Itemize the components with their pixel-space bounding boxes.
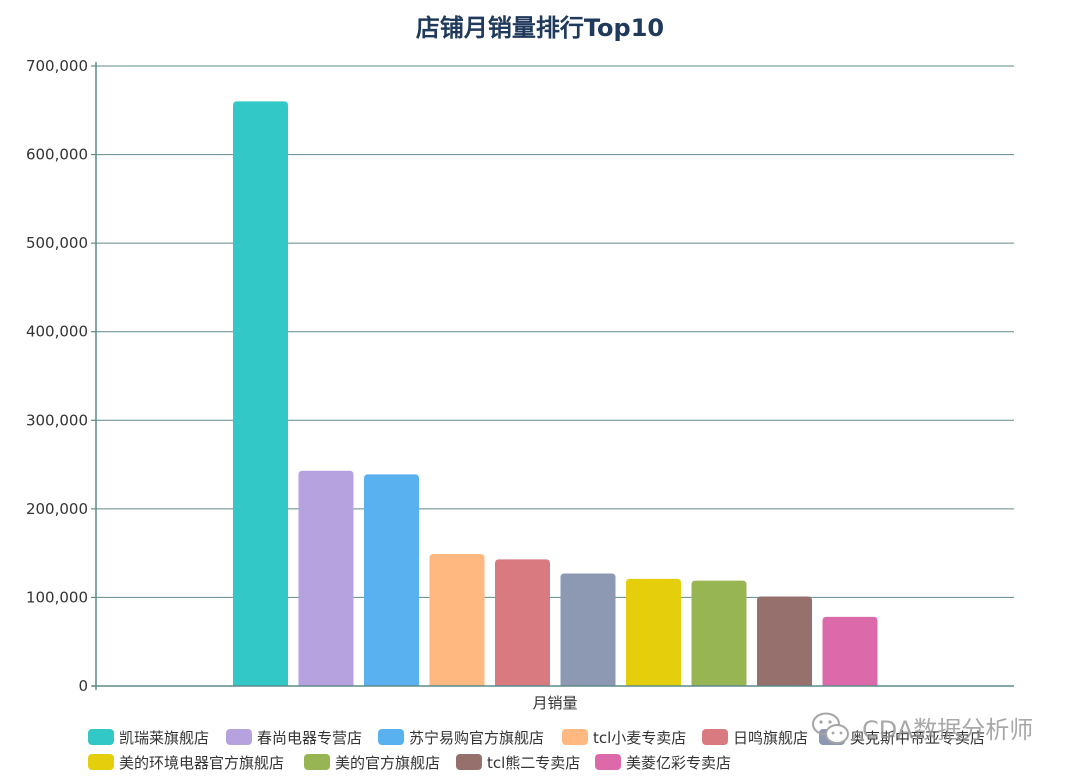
y-tick-label: 600,000 [26, 146, 88, 164]
y-tick-label: 700,000 [26, 57, 88, 75]
y-tick-label: 400,000 [26, 323, 88, 341]
legend-item[interactable]: tcl小麦专卖店 [562, 729, 686, 747]
legend-swatch [88, 729, 114, 745]
bar [298, 470, 354, 686]
y-tick-label: 0 [78, 677, 88, 695]
legend-item[interactable]: 美的官方旗舰店 [304, 754, 440, 772]
bar [822, 616, 878, 686]
bars [233, 101, 878, 686]
legend-item[interactable]: 美菱亿彩专卖店 [595, 754, 731, 772]
legend-item[interactable]: 日鸣旗舰店 [702, 729, 808, 747]
legend-label: tcl小麦专卖店 [593, 729, 686, 747]
bar [691, 580, 747, 686]
x-axis-label: 月销量 [532, 694, 577, 712]
bar [233, 101, 288, 686]
bar [757, 596, 812, 686]
legend-swatch [88, 754, 114, 770]
watermark-text: CDA数据分析师 [862, 716, 1033, 744]
legend-item[interactable]: 美的环境电器官方旗舰店 [88, 754, 284, 772]
chart-title: 店铺月销量排行Top10 [416, 14, 664, 42]
wechat-icon [812, 712, 849, 744]
bar [429, 554, 485, 686]
legend-label: 凯瑞莱旗舰店 [119, 729, 209, 747]
legend-swatch [304, 754, 330, 770]
legend-label: 美的官方旗舰店 [335, 754, 440, 772]
y-axis-tick-labels: 0 100,000 200,000 300,000 400,000 500,000 600,… [26, 57, 88, 695]
y-tick-label: 500,000 [26, 234, 88, 252]
bar [560, 573, 616, 686]
y-tick-label: 200,000 [26, 500, 88, 518]
legend: 凯瑞莱旗舰店 春尚电器专营店 苏宁易购官方旗舰店 tcl小麦专卖店 日鸣旗舰店 奥克斯中帝… [88, 729, 985, 772]
bar [364, 474, 419, 686]
legend-label: 春尚电器专营店 [257, 729, 362, 747]
legend-item[interactable]: 凯瑞莱旗舰店 [88, 729, 209, 747]
bar [495, 559, 550, 686]
bar [626, 578, 681, 686]
grid-lines [91, 65, 1014, 687]
legend-item[interactable]: 苏宁易购官方旗舰店 [378, 729, 544, 747]
y-tick-label: 100,000 [26, 588, 88, 606]
legend-item[interactable]: tcl熊二专卖店 [456, 754, 580, 772]
legend-label: 美菱亿彩专卖店 [626, 754, 731, 772]
legend-label: 美的环境电器官方旗舰店 [119, 754, 284, 772]
legend-label: 奥克斯中帝亚专卖店 [850, 729, 985, 747]
watermark: CDA数据分析师 [812, 712, 1033, 744]
legend-label: 日鸣旗舰店 [733, 729, 808, 747]
legend-swatch [378, 729, 404, 745]
legend-swatch [595, 754, 621, 770]
legend-swatch [702, 729, 728, 745]
legend-swatch [562, 729, 588, 745]
y-tick-label: 300,000 [26, 411, 88, 429]
legend-item[interactable]: 春尚电器专营店 [226, 729, 362, 747]
legend-label: tcl熊二专卖店 [487, 754, 580, 772]
legend-swatch [456, 754, 482, 770]
legend-label: 苏宁易购官方旗舰店 [409, 729, 544, 747]
legend-swatch [226, 729, 252, 745]
